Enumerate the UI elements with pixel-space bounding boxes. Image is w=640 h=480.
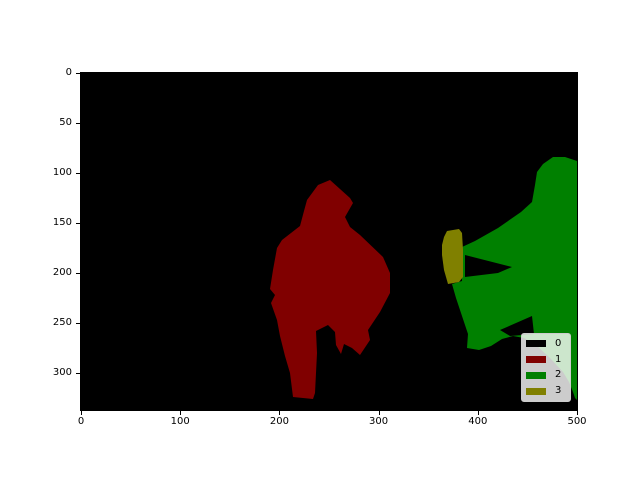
x-tick-label: 300 [369, 416, 389, 427]
legend-entry-3: 3 [526, 386, 566, 396]
y-tick-label: 100 [52, 167, 72, 178]
legend-label: 1 [555, 353, 562, 365]
x-tick-mark [378, 411, 380, 415]
legend-entry-0: 0 [526, 337, 566, 349]
mask-svg [81, 73, 577, 410]
legend-swatch-icon [526, 340, 546, 348]
y-tick-mark [76, 373, 80, 374]
x-tick-mark [81, 411, 82, 415]
x-tick-mark [577, 411, 578, 415]
x-tick-mark [180, 411, 182, 415]
x-tick-mark [279, 411, 281, 415]
y-tick-mark [76, 123, 80, 124]
y-tick-label: 50 [59, 117, 72, 128]
y-tick-label: 0 [65, 67, 72, 78]
legend-swatch-icon [526, 371, 546, 379]
y-tick-mark [76, 73, 80, 74]
x-tick-mark [477, 411, 479, 415]
legend-swatch-icon [526, 356, 546, 364]
y-tick-label: 300 [52, 367, 72, 378]
y-tick-mark [76, 173, 80, 174]
legend-label: 3 [555, 385, 562, 397]
segment-class-3-region [442, 229, 463, 284]
legend-box: 0 1 2 3 [521, 333, 571, 402]
x-tick-label: 0 [77, 416, 85, 427]
segment-class-1-region [270, 180, 390, 399]
y-tick-label: 250 [52, 317, 72, 328]
y-tick-label: 150 [52, 217, 72, 228]
x-tick-label: 100 [170, 416, 190, 427]
y-tick-mark [76, 223, 80, 224]
y-tick-label: 200 [52, 267, 72, 278]
x-tick-label: 200 [269, 416, 289, 427]
plot-area: 0 1 2 3 [81, 73, 577, 410]
x-tick-label: 400 [468, 416, 488, 427]
segment-class-0-notch-upper [465, 255, 512, 277]
legend-label: 2 [555, 369, 562, 381]
y-tick-mark [76, 323, 80, 324]
x-tick-label: 500 [567, 416, 587, 427]
legend-swatch-icon [526, 387, 546, 395]
legend-label: 0 [555, 337, 562, 349]
legend-entry-2: 2 [526, 370, 566, 380]
y-tick-mark [76, 273, 80, 274]
segment-class-0-notch-lower [500, 316, 534, 336]
legend-entry-1: 1 [526, 353, 566, 365]
